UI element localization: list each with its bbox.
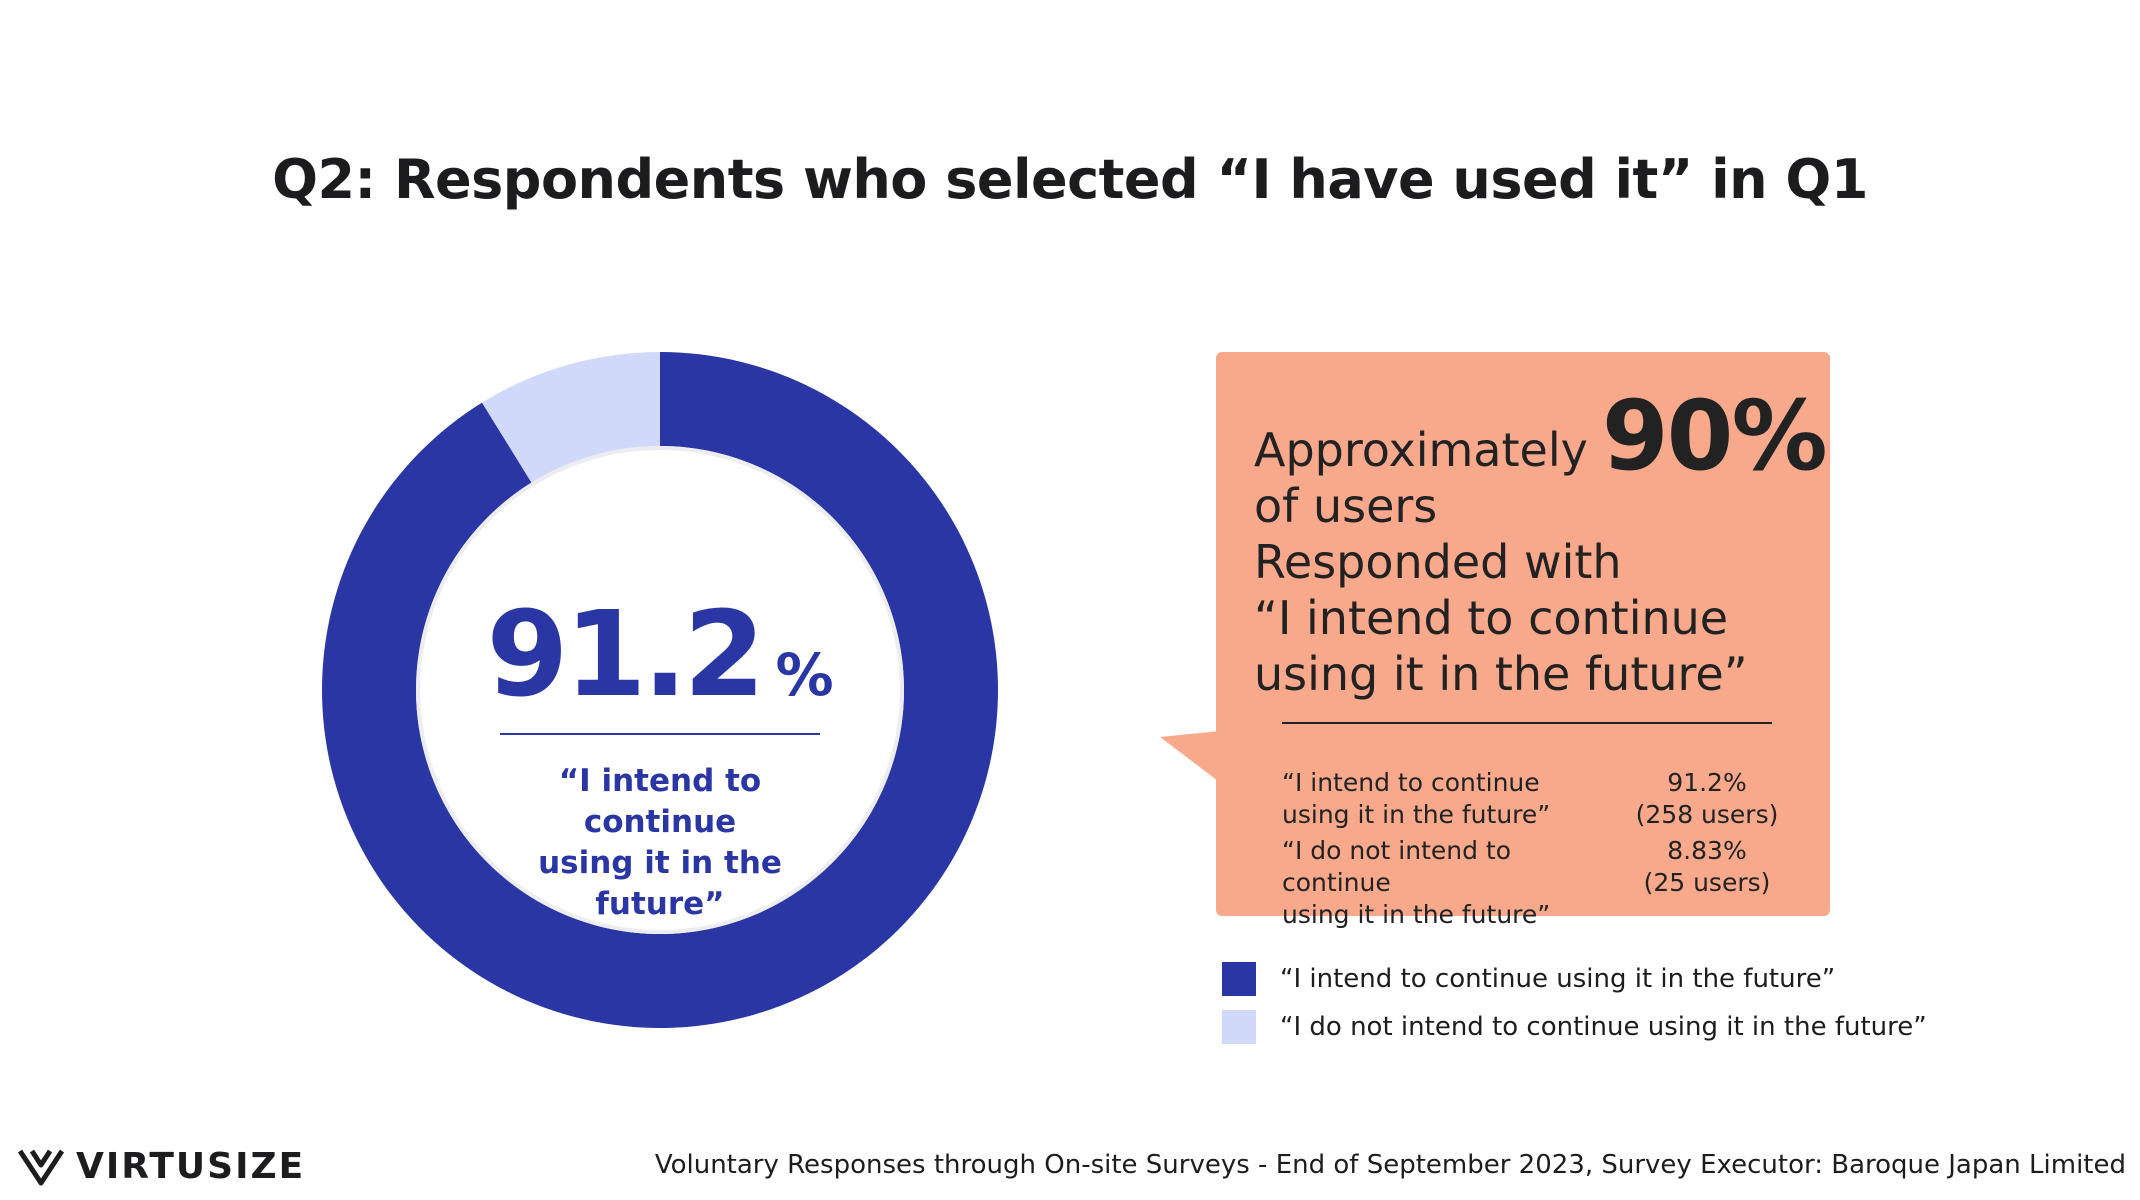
stat-label-line1: “I intend to continue bbox=[1282, 768, 1540, 797]
chart-title: Q2: Respondents who selected “I have use… bbox=[272, 148, 1868, 211]
center-unit: % bbox=[775, 641, 834, 709]
headline-line4: “I intend to continue bbox=[1254, 591, 1729, 645]
callout-tail bbox=[1160, 730, 1230, 790]
stat-label-line2: using it in the future” bbox=[1282, 900, 1551, 929]
donut-hole bbox=[416, 446, 904, 934]
footnote: Voluntary Responses through On-site Surv… bbox=[654, 1150, 2126, 1180]
legend-label-continue: “I intend to continue using it in the fu… bbox=[1280, 964, 1836, 994]
stat-row-continue: “I intend to continue using it in the fu… bbox=[1282, 767, 1782, 831]
callout-headline: Approximately 90% of users Responded wit… bbox=[1254, 388, 1828, 702]
legend-item-continue: “I intend to continue using it in the fu… bbox=[1222, 962, 1927, 996]
center-label: “I intend to continue using it in the fu… bbox=[485, 761, 835, 925]
headline-line5: using it in the future” bbox=[1254, 647, 1748, 701]
stat-count: (25 users) bbox=[1643, 868, 1771, 897]
stat-label: “I intend to continue using it in the fu… bbox=[1282, 767, 1622, 831]
center-value: 91.2 bbox=[486, 585, 765, 723]
virtusize-v-icon bbox=[18, 1149, 64, 1185]
legend-item-discontinue: “I do not intend to continue using it in… bbox=[1222, 1010, 1927, 1044]
stat-count: (258 users) bbox=[1635, 800, 1779, 829]
callout-box: Approximately 90% of users Responded wit… bbox=[1216, 352, 1830, 929]
stat-row-discontinue: “I do not intend to continue using it in… bbox=[1282, 835, 1782, 931]
legend-swatch-continue bbox=[1222, 962, 1256, 996]
stat-label: “I do not intend to continue using it in… bbox=[1282, 835, 1622, 931]
headline-line1: Approximately bbox=[1254, 423, 1588, 477]
stat-label-line2: using it in the future” bbox=[1282, 800, 1551, 829]
donut-slice-discontinue bbox=[481, 352, 660, 483]
headline-line3: Responded with bbox=[1254, 535, 1622, 589]
callout-divider bbox=[1282, 722, 1772, 724]
stat-percentage: 8.83% bbox=[1667, 836, 1747, 865]
donut-chart bbox=[321, 352, 998, 1028]
center-divider bbox=[500, 733, 820, 735]
stat-label-line1: “I do not intend to continue bbox=[1282, 836, 1512, 897]
headline-first-line: Approximately 90% bbox=[1254, 388, 1828, 484]
center-label-line2: using it in the future” bbox=[538, 845, 782, 922]
virtusize-logo: VIRTUSIZE bbox=[18, 1146, 305, 1187]
legend-label-discontinue: “I do not intend to continue using it in… bbox=[1280, 1012, 1927, 1042]
headline-line2: of users bbox=[1254, 479, 1438, 533]
chart-legend: “I intend to continue using it in the fu… bbox=[1222, 962, 1927, 1058]
center-percentage: 91.2 % bbox=[485, 595, 835, 713]
donut-center: 91.2 % “I intend to continue using it in… bbox=[485, 595, 835, 925]
stat-value: 8.83% (25 users) bbox=[1632, 835, 1782, 931]
headline-highlight: 90% bbox=[1601, 380, 1828, 492]
stat-percentage: 91.2% bbox=[1667, 768, 1747, 797]
callout-stats: “I intend to continue using it in the fu… bbox=[1282, 767, 1782, 935]
stat-value: 91.2% (258 users) bbox=[1632, 767, 1782, 831]
callout-tail-shape bbox=[1160, 730, 1230, 790]
logo-text: VIRTUSIZE bbox=[76, 1146, 306, 1187]
legend-swatch-discontinue bbox=[1222, 1010, 1256, 1044]
center-label-line1: “I intend to continue bbox=[558, 763, 762, 840]
